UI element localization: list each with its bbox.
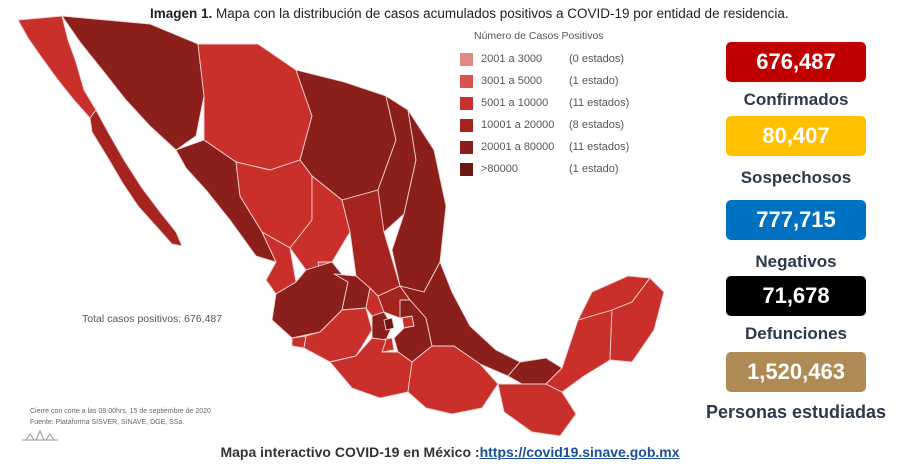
legend-range-count: (8 estados) (569, 119, 625, 131)
state-chiapas (497, 383, 577, 437)
institution-logo-icon (22, 429, 58, 441)
footer-text: Mapa interactivo COVID-19 en México : (220, 444, 480, 460)
legend-row: 5001 a 10000 (11 estados) (460, 92, 630, 114)
state-quintana-roo (609, 277, 665, 363)
legend-range-label: 5001 a 10000 (481, 97, 549, 109)
footer: Mapa interactivo COVID-19 en México :htt… (0, 444, 900, 460)
deaths-value-box: 71,678 (726, 276, 866, 316)
legend-row: >80000 (1 estado) (460, 158, 630, 180)
legend-swatch (460, 162, 473, 176)
suspected-value-box: 80,407 (726, 116, 866, 156)
legend-swatch (460, 140, 473, 154)
legend-range-count: (1 estado) (569, 75, 619, 87)
legend-row: 20001 a 80000 (11 estados) (460, 136, 630, 158)
legend-range-label: 2001 a 3000 (481, 53, 543, 65)
legend-swatch (460, 118, 473, 132)
confirmed-value-box: 676,487 (726, 42, 866, 82)
confirmed-label: Confirmados (743, 90, 849, 109)
legend-range-label: 10001 a 20000 (481, 119, 555, 131)
state-cdmx (383, 317, 395, 331)
legend-range-count: (11 estados) (569, 97, 630, 109)
legend-row: 3001 a 5000 (1 estado) (460, 70, 630, 92)
map-title: Imagen 1. Mapa con la distribución de ca… (150, 6, 890, 21)
mexico-map (17, 15, 665, 437)
legend: Número de Casos Positivos 2001 a 3000 (0… (460, 30, 630, 180)
legend-swatch (460, 52, 473, 66)
negative-value: 777,715 (756, 207, 836, 232)
studied-label: Personas estudiadas (705, 402, 887, 422)
legend-range-count: (0 estados) (569, 53, 625, 65)
studied-value-box: 1,520,463 (726, 352, 866, 392)
negative-value-box: 777,715 (726, 200, 866, 240)
total-cases-label: Total casos positivos: 676,487 (82, 313, 223, 325)
state-campeche (545, 309, 613, 393)
legend-range-count: (11 estados) (569, 141, 630, 153)
source-text: Fuente: Plataforma SISVER, SINAVE, DGE, … (30, 419, 185, 426)
source-note: Cierre con corte a las 09:00hrs, 15 de s… (30, 406, 211, 428)
deaths-value: 71,678 (762, 283, 830, 308)
state-baja-california-sur (89, 109, 183, 247)
state-sonora (61, 15, 205, 151)
confirmed-value: 676,487 (756, 49, 836, 74)
legend-range-count: (1 estado) (569, 163, 619, 175)
state-oaxaca (407, 345, 499, 415)
legend-row: 2001 a 3000 (0 estados) (460, 48, 630, 70)
interactive-map-link[interactable]: https://covid19.sinave.gob.mx (479, 444, 680, 460)
suspected-value: 80,407 (762, 123, 830, 148)
negative-label: Negativos (755, 252, 837, 271)
legend-swatch (460, 74, 473, 88)
legend-row: 10001 a 20000 (8 estados) (460, 114, 630, 136)
suspected-label: Sospechosos (740, 168, 852, 187)
legend-swatch (460, 96, 473, 110)
legend-title: Número de Casos Positivos (474, 30, 604, 42)
legend-range-label: 3001 a 5000 (481, 75, 543, 87)
deaths-label: Defunciones (744, 324, 848, 343)
legend-range-label: 20001 a 80000 (481, 141, 555, 153)
title-prefix: Imagen 1. (150, 6, 213, 21)
title-text: Mapa con la distribución de casos acumul… (216, 6, 789, 21)
legend-range-label: >80000 (481, 163, 519, 175)
studied-value: 1,520,463 (747, 359, 845, 384)
cutoff-text: Cierre con corte a las 09:00hrs, 15 de s… (30, 408, 211, 415)
state-guerrero (329, 337, 413, 399)
